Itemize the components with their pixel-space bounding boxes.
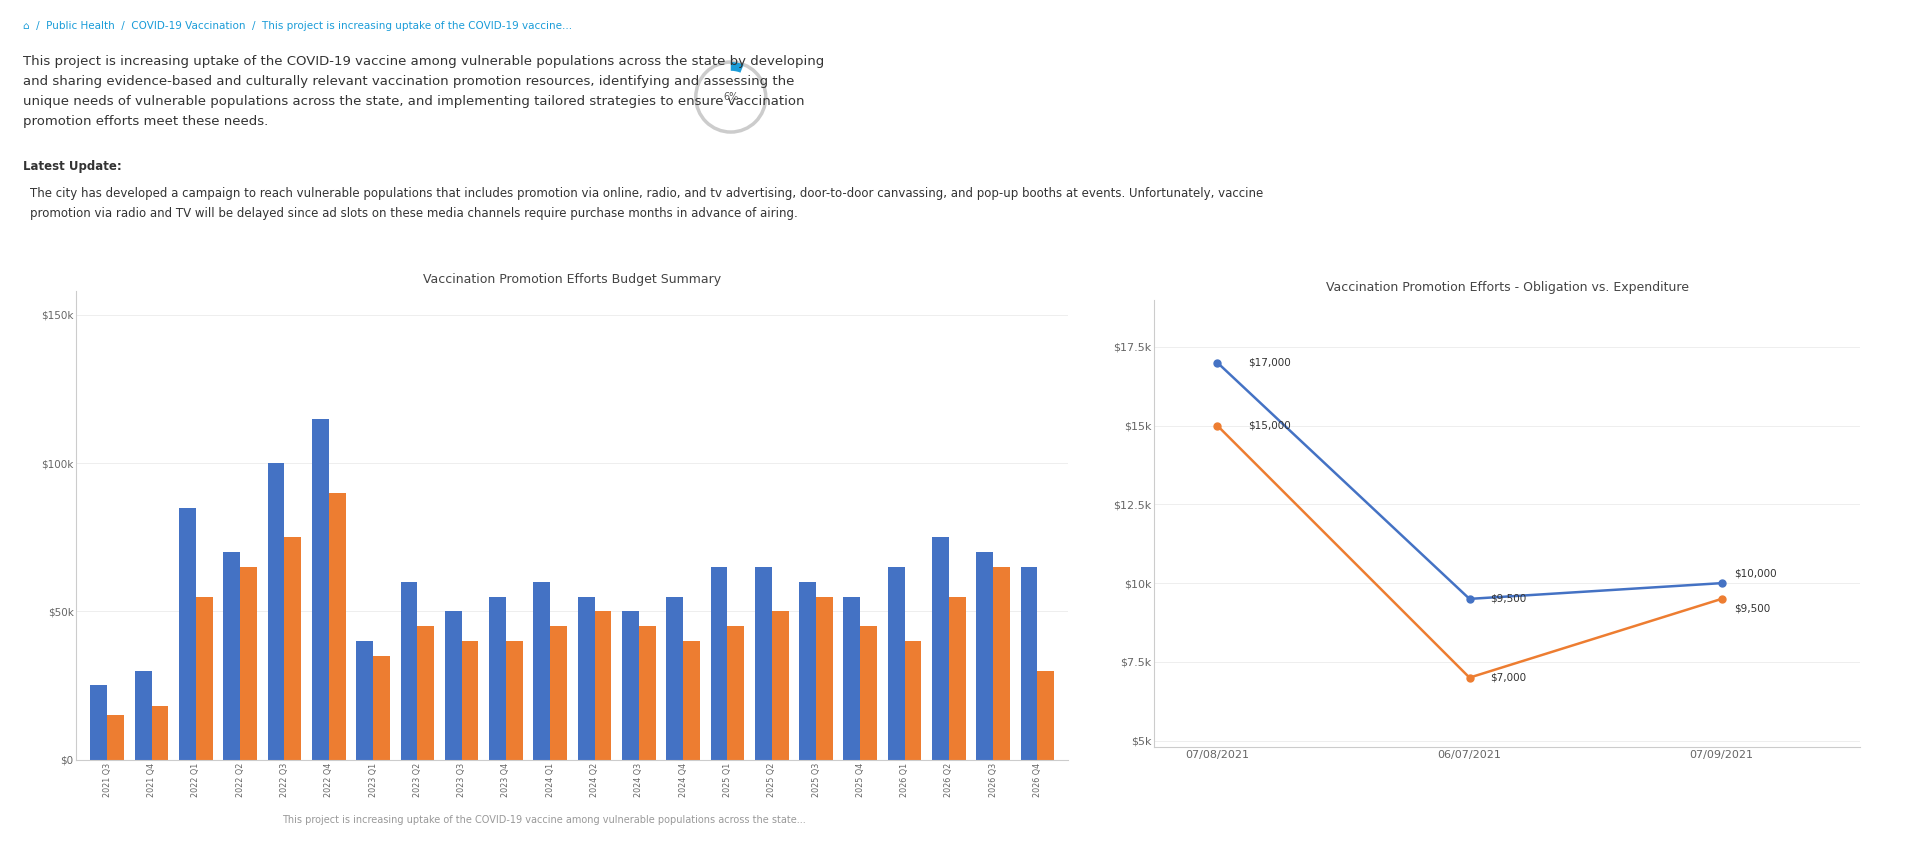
Bar <box>639 626 656 760</box>
Bar <box>1020 567 1037 760</box>
Bar <box>461 641 479 760</box>
Bar <box>860 626 877 760</box>
Text: The city has developed a campaign to reach vulnerable populations that includes : The city has developed a campaign to rea… <box>31 187 1262 219</box>
Bar <box>444 611 461 760</box>
Bar <box>755 567 770 760</box>
Bar <box>595 611 610 760</box>
Title: Vaccination Promotion Efforts Budget Summary: Vaccination Promotion Efforts Budget Sum… <box>423 273 721 286</box>
Bar <box>488 597 505 760</box>
Bar <box>948 597 965 760</box>
Bar <box>976 552 994 760</box>
Text: This project is increasing uptake of the COVID-19 vaccine among vulnerable popul: This project is increasing uptake of the… <box>23 55 824 127</box>
Bar <box>683 641 700 760</box>
Text: This project is increasing uptake of the COVID-19 vaccine among vulnerable popul: This project is increasing uptake of the… <box>282 815 805 825</box>
Bar <box>816 597 831 760</box>
Bar <box>418 626 435 760</box>
Text: Latest Update:: Latest Update: <box>23 160 122 173</box>
Bar <box>887 567 904 760</box>
Text: $9,500: $9,500 <box>1733 603 1770 614</box>
Bar <box>727 626 744 760</box>
Wedge shape <box>730 62 744 73</box>
Bar <box>622 611 639 760</box>
Text: Behind Schedule: Behind Schedule <box>904 85 1018 99</box>
Bar <box>107 715 124 760</box>
Bar <box>549 626 566 760</box>
Text: 6%: 6% <box>723 92 738 102</box>
Bar <box>90 685 107 760</box>
Text: $17,000: $17,000 <box>1247 358 1289 368</box>
Bar <box>151 706 168 760</box>
Bar <box>904 641 921 760</box>
Bar <box>284 538 301 760</box>
Text: $10,000: $10,000 <box>1733 569 1775 579</box>
Bar <box>135 671 151 760</box>
Bar <box>799 582 816 760</box>
Bar <box>770 611 788 760</box>
Bar <box>666 597 683 760</box>
Bar <box>933 538 948 760</box>
Text: ⌂  /  Public Health  /  COVID-19 Vaccination  /  This project is increasing upta: ⌂ / Public Health / COVID-19 Vaccination… <box>23 21 572 31</box>
Bar <box>505 641 523 760</box>
Bar <box>400 582 418 760</box>
Bar <box>240 567 257 760</box>
Bar <box>578 597 595 760</box>
Bar <box>328 493 345 760</box>
Bar <box>709 567 727 760</box>
Bar <box>179 507 196 760</box>
Bar <box>357 641 374 760</box>
Bar <box>534 582 549 760</box>
Text: $9,500: $9,500 <box>1489 594 1526 604</box>
Bar <box>374 656 389 760</box>
Bar <box>843 597 860 760</box>
Bar <box>223 552 240 760</box>
Bar <box>313 419 328 760</box>
Bar <box>994 567 1009 760</box>
Title: Vaccination Promotion Efforts - Obligation vs. Expenditure: Vaccination Promotion Efforts - Obligati… <box>1325 281 1688 295</box>
Bar <box>267 463 284 760</box>
Bar <box>1037 671 1055 760</box>
Text: $7,000: $7,000 <box>1489 673 1526 683</box>
Text: $15,000: $15,000 <box>1247 420 1289 430</box>
Bar <box>196 597 214 760</box>
